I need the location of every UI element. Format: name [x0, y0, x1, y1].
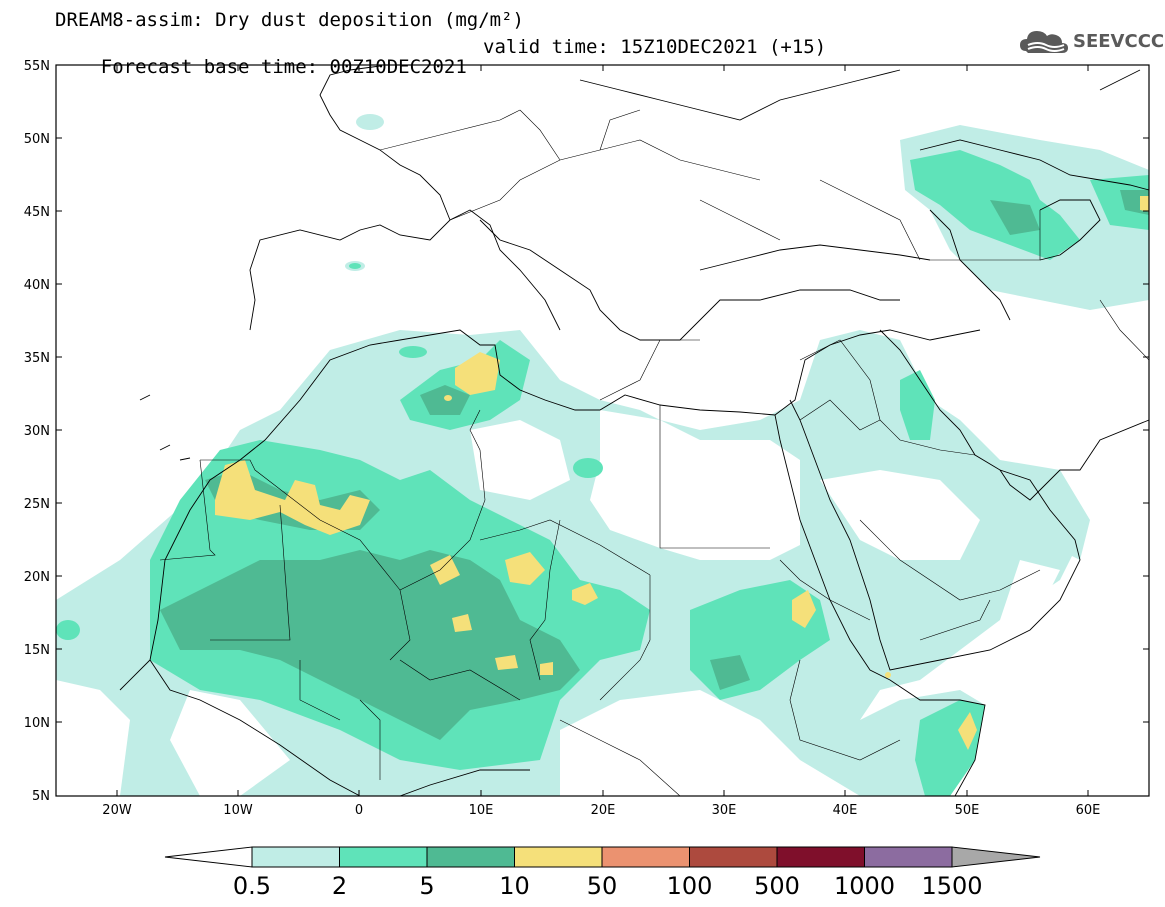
lon-label: 60E [1076, 803, 1101, 818]
colorbar-level-label: 100 [667, 872, 713, 900]
colorbar-high-extend [951, 846, 1041, 868]
colorbar-level-label: 500 [754, 872, 800, 900]
colorbar-boxes [251, 846, 953, 868]
colorbar: 0.5 2 5 10 50 100 500 1000 1500 [164, 846, 1041, 900]
colorbar-labels: 0.5 2 5 10 50 100 500 1000 1500 [233, 872, 983, 900]
logo-text: SEEVCCC [1073, 31, 1165, 52]
lon-label: 10W [223, 803, 253, 818]
longitude-axis: 20W 10W 0 10E 20E 30E 40E 50E 60E [102, 65, 1100, 818]
lat-label: 45N [24, 205, 50, 220]
colorbar-level-label: 10 [499, 872, 530, 900]
lat-label: 55N [24, 59, 50, 74]
lat-label: 35N [24, 351, 50, 366]
lon-label: 20E [591, 803, 616, 818]
valid-time-label: valid time: 15Z10DEC2021 (+15) [483, 36, 827, 58]
lon-label: 10E [469, 803, 494, 818]
lat-label: 50N [24, 132, 50, 147]
lat-label: 5N [32, 789, 50, 804]
dust-deposition-field [56, 114, 1149, 796]
colorbar-box [339, 846, 428, 868]
country-borders [159, 109, 1149, 796]
colorbar-low-extend [164, 846, 253, 868]
colorbar-box [864, 846, 953, 868]
colorbar-box [601, 846, 690, 868]
colorbar-level-label: 50 [587, 872, 618, 900]
base-time-label: Forecast base time: 00Z10DEC2021 [100, 56, 467, 78]
lon-label: 20W [102, 803, 132, 818]
dust-level-10 [215, 196, 1149, 750]
latitude-axis: 55N 50N 45N 40N 35N 30N 25N 20N 15N 10N … [24, 59, 1149, 804]
lat-label: 30N [24, 424, 50, 439]
colorbar-level-label: 5 [419, 872, 434, 900]
colorbar-box [776, 846, 865, 868]
colorbar-level-label: 0.5 [233, 872, 271, 900]
colorbar-level-label: 2 [332, 872, 347, 900]
lon-label: 0 [355, 803, 363, 818]
colorbar-box [251, 846, 340, 868]
lon-label: 30E [712, 803, 737, 818]
map-subtitle: Forecast base time: 00Z10DEC2021 valid t… [55, 37, 826, 117]
colorbar-level-label: 1000 [834, 872, 895, 900]
colorbar-box [426, 846, 515, 868]
lat-label: 40N [24, 278, 50, 293]
colorbar-level-label: 1500 [921, 872, 982, 900]
cloud-logo-icon [1020, 31, 1068, 53]
colorbar-box [514, 846, 603, 868]
lat-label: 15N [24, 643, 50, 658]
coastlines [56, 65, 1149, 796]
map-title: DREAM8-assim: Dry dust deposition (mg/m²… [55, 9, 524, 31]
lat-label: 10N [24, 716, 50, 731]
lat-label: 20N [24, 570, 50, 585]
lon-label: 40E [833, 803, 858, 818]
seevccc-logo: SEEVCCC [1018, 25, 1164, 59]
lon-label: 50E [955, 803, 980, 818]
colorbar-box [689, 846, 778, 868]
lat-label: 25N [24, 497, 50, 512]
